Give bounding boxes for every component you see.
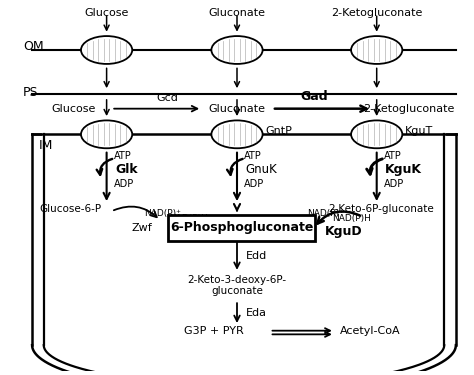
Ellipse shape: [351, 120, 402, 148]
Text: G3P + PYR: G3P + PYR: [184, 326, 244, 336]
Text: Gcd: Gcd: [156, 93, 178, 103]
Ellipse shape: [81, 120, 132, 148]
Text: NAD(P)H: NAD(P)H: [170, 214, 209, 223]
Text: ADP: ADP: [244, 179, 264, 189]
Text: Eda: Eda: [246, 308, 267, 318]
Text: ADP: ADP: [114, 179, 134, 189]
Text: IM: IM: [39, 139, 54, 152]
Text: PS: PS: [23, 86, 38, 99]
Text: ATP: ATP: [383, 152, 401, 161]
Text: Glk: Glk: [115, 163, 137, 176]
Text: ADP: ADP: [383, 179, 404, 189]
Text: GnuK: GnuK: [246, 163, 277, 176]
Text: KguD: KguD: [325, 225, 363, 238]
Text: NAD(P)H: NAD(P)H: [332, 214, 371, 223]
Text: Gad: Gad: [300, 90, 328, 103]
Text: Glucose: Glucose: [52, 104, 96, 114]
Ellipse shape: [211, 120, 263, 148]
Text: KguK: KguK: [385, 163, 422, 176]
Text: ATP: ATP: [114, 152, 131, 161]
Text: OM: OM: [23, 40, 44, 53]
Text: 2-Ketogluconate: 2-Ketogluconate: [364, 104, 455, 114]
Text: 2-Ketogluconate: 2-Ketogluconate: [331, 8, 422, 18]
Text: Zwf: Zwf: [131, 223, 152, 233]
Text: Glucose: Glucose: [84, 8, 129, 18]
Text: gluconate: gluconate: [211, 286, 263, 296]
Ellipse shape: [81, 36, 132, 64]
Ellipse shape: [211, 36, 263, 64]
Text: Gluconate: Gluconate: [209, 8, 265, 18]
Text: Gluconate: Gluconate: [209, 104, 265, 114]
Text: 6-Phosphogluconate: 6-Phosphogluconate: [170, 221, 313, 234]
Text: Glucose-6-P: Glucose-6-P: [40, 204, 102, 214]
Text: ATP: ATP: [244, 152, 262, 161]
Text: 2-Keto-6P-gluconate: 2-Keto-6P-gluconate: [328, 204, 434, 214]
FancyBboxPatch shape: [168, 215, 315, 241]
Ellipse shape: [351, 36, 402, 64]
Text: Acetyl-CoA: Acetyl-CoA: [339, 326, 400, 336]
Text: Edd: Edd: [246, 251, 267, 261]
Text: KguT: KguT: [405, 126, 433, 136]
Text: NAD(P)⁺: NAD(P)⁺: [144, 209, 181, 218]
Text: 2-Keto-3-deoxy-6P-: 2-Keto-3-deoxy-6P-: [187, 274, 287, 285]
Text: GntP: GntP: [265, 126, 292, 136]
Text: NAD(P)⁺: NAD(P)⁺: [307, 209, 344, 218]
